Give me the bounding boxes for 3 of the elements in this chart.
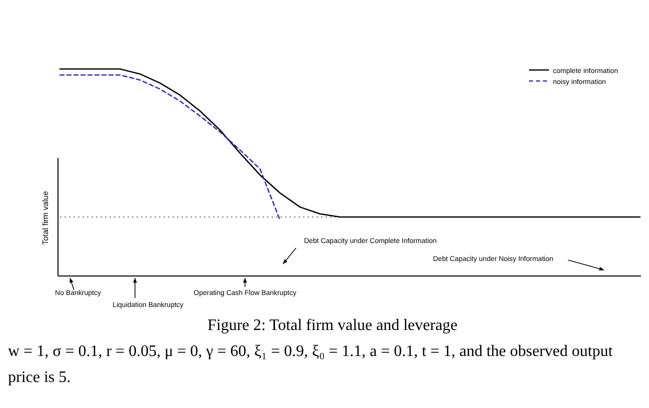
text: Figure 2: Total firm value and leverage <box>206 317 459 335</box>
y-axis-title: Total firm value <box>41 190 50 245</box>
text: w = 1, σ = 0.1, r = 0.05, μ = 0, γ = 60, ξ₁ = 0.9, ξ₀ = 1.1, a = 0.1, t = 1, and the observed output price is 5. <box>8 342 614 388</box>
